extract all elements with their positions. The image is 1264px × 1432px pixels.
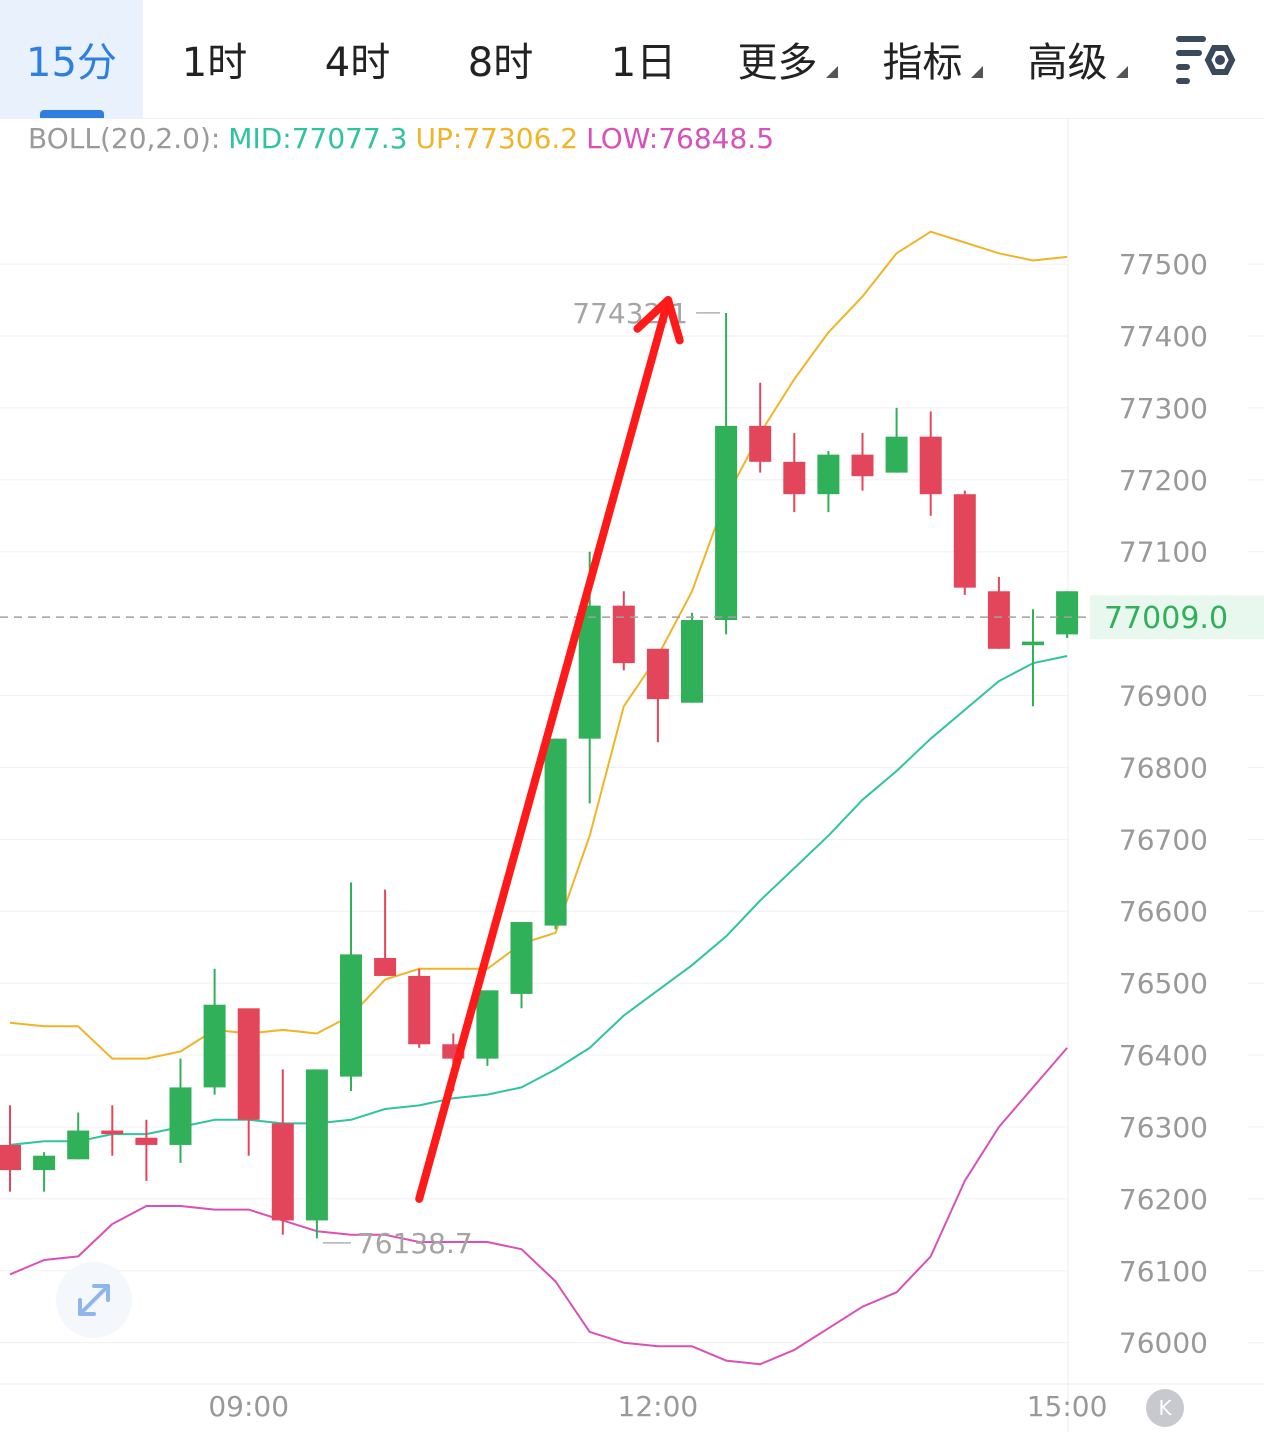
candle-body — [476, 990, 499, 1059]
candle-body — [33, 1155, 56, 1171]
candle-body — [203, 1004, 226, 1088]
candle-body — [101, 1130, 124, 1135]
candle-body — [374, 957, 397, 976]
candle-body — [953, 494, 976, 588]
chart-settings-icon[interactable] — [1172, 30, 1238, 90]
tab-label: 15分 — [26, 40, 117, 86]
candle-body — [271, 1123, 294, 1221]
candle-body — [578, 605, 601, 739]
y-tick-label: 76700 — [1119, 823, 1208, 856]
y-tick-label: 77500 — [1119, 248, 1208, 281]
y-tick-label: 76800 — [1119, 751, 1208, 784]
candle-body — [1022, 641, 1044, 646]
candle-body — [919, 436, 942, 495]
y-tick-label: 77400 — [1119, 320, 1208, 353]
tab-5[interactable]: 更多 — [715, 0, 860, 118]
candlestick-chart[interactable]: 77500 77400 77300 77200 77100 76900 76800 76700… — [0, 118, 1264, 1432]
timeframe-tabbar: 15分 1时 4时 8时 1日 更多 指标 高级 — [0, 0, 1264, 119]
boll-mid-line — [9, 655, 1068, 1146]
tab-label: 更多 — [737, 40, 818, 86]
candle-body — [885, 436, 908, 473]
tab-label: 1时 — [181, 40, 248, 86]
tab-7[interactable]: 高级 — [1005, 0, 1150, 118]
tab-label: 高级 — [1027, 40, 1108, 86]
tab-6[interactable]: 指标 — [860, 0, 1005, 118]
y-tick-label: 76100 — [1119, 1255, 1208, 1288]
y-tick-label: 76200 — [1119, 1183, 1208, 1216]
tab-1[interactable]: 1时 — [143, 0, 286, 118]
candle-body — [612, 605, 635, 664]
tab-label: 4时 — [324, 40, 391, 86]
candle-body — [1056, 591, 1079, 635]
y-tick-label: 76300 — [1119, 1111, 1208, 1144]
y-tick-label: 76400 — [1119, 1039, 1208, 1072]
y-tick-label: 77200 — [1119, 464, 1208, 497]
dropdown-caret-icon — [1115, 66, 1128, 78]
boll-mid-label: MID:77077.3 — [228, 122, 408, 155]
candle-body — [510, 922, 533, 994]
candle-body — [817, 454, 840, 495]
candle-body — [715, 425, 738, 621]
boll-name: BOLL(20,2.0): — [28, 122, 221, 155]
candle-body — [135, 1137, 158, 1145]
y-tick-label: 77100 — [1119, 536, 1208, 569]
y-tick-label: 76500 — [1119, 967, 1208, 1000]
annotation-arrow-shaft — [415, 296, 673, 1203]
candle-body — [681, 620, 703, 703]
candle-body — [340, 954, 362, 1077]
candle-body — [646, 648, 669, 700]
candle-body — [0, 1144, 21, 1171]
candle-body — [67, 1130, 90, 1160]
k-badge-icon[interactable]: K — [1146, 1389, 1184, 1427]
boll-indicator-legend: BOLL(20,2.0): MID:77077.3 UP:77306.2 LOW:76… — [28, 122, 782, 155]
candle-body — [987, 591, 1010, 649]
tab-label: 指标 — [882, 40, 963, 86]
x-tick-label: 12:00 — [618, 1390, 699, 1423]
candle-body — [783, 461, 806, 495]
dropdown-caret-icon — [825, 66, 838, 78]
annotation-arrow-head — [633, 296, 684, 345]
candle-body — [544, 738, 567, 926]
candle-body — [305, 1069, 328, 1221]
tab-label: 8时 — [467, 40, 534, 86]
y-tick-label: 76900 — [1119, 680, 1208, 713]
candle-body — [749, 425, 772, 462]
last-price-label: 77009.0 — [1104, 601, 1228, 636]
candle-body — [851, 454, 874, 477]
y-tick-label: 76600 — [1119, 895, 1208, 928]
tab-4[interactable]: 1日 — [572, 0, 715, 118]
tab-label: 1日 — [610, 40, 677, 86]
tab-3[interactable]: 8时 — [429, 0, 572, 118]
expand-arrows-icon[interactable] — [56, 1262, 132, 1338]
tab-0[interactable]: 15分 — [0, 0, 143, 118]
tab-2[interactable]: 4时 — [286, 0, 429, 118]
y-tick-label: 77300 — [1119, 392, 1208, 425]
boll-up-line — [9, 230, 1068, 1060]
active-tab-indicator — [39, 110, 104, 118]
x-tick-label: 15:00 — [1027, 1390, 1108, 1423]
low-marker-label: 76138.7 — [357, 1227, 473, 1260]
x-tick-label: 09:00 — [208, 1390, 289, 1423]
candle-body — [408, 975, 431, 1045]
candle-body — [237, 1008, 260, 1120]
boll-low-line — [9, 1047, 1068, 1366]
boll-up-label: UP:77306.2 — [415, 122, 579, 155]
boll-low-label: LOW:76848.5 — [586, 122, 775, 155]
y-tick-label: 76000 — [1119, 1327, 1208, 1360]
dropdown-caret-icon — [970, 66, 983, 78]
last-price-badge — [1090, 595, 1264, 640]
candle-body — [169, 1087, 192, 1145]
